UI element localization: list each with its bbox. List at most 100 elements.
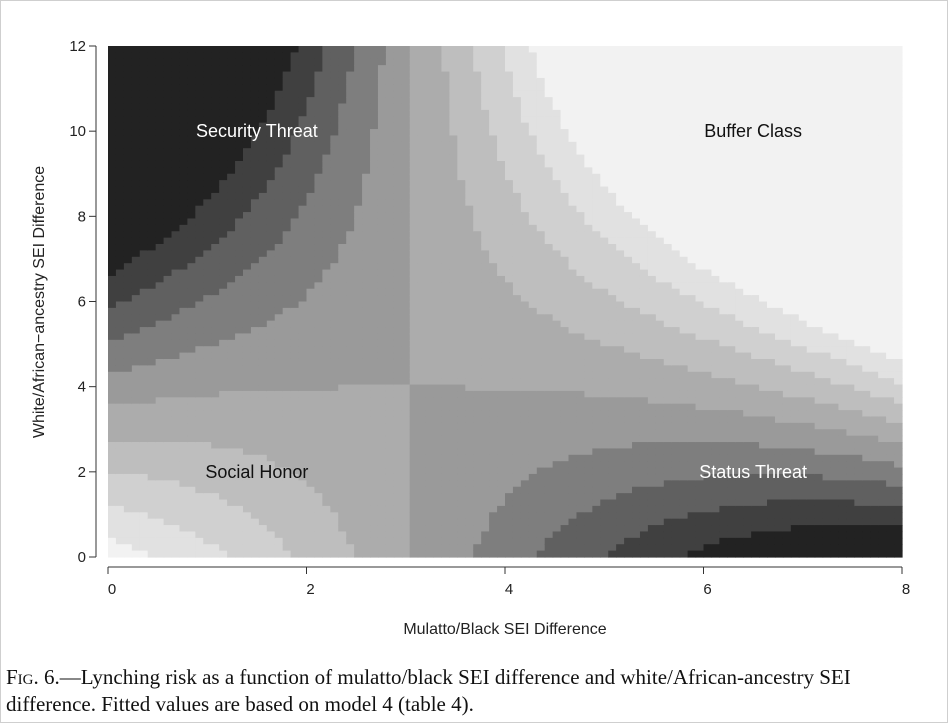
contour-cell [425, 256, 435, 264]
contour-cell [115, 237, 125, 245]
contour-cell [481, 461, 490, 469]
contour-cell [250, 46, 260, 53]
contour-cell [425, 505, 435, 513]
contour-cell [465, 141, 474, 149]
contour-cell [354, 352, 363, 360]
contour-cell [489, 46, 498, 53]
contour-cell [401, 116, 411, 124]
contour-cell [322, 480, 331, 488]
contour-cell [354, 224, 363, 232]
contour-cell [147, 339, 157, 347]
contour-cell [298, 148, 308, 156]
contour-cell [497, 473, 506, 481]
contour-cell [155, 65, 165, 73]
contour-cell [393, 199, 403, 207]
contour-cell [520, 435, 530, 443]
contour-cell [258, 90, 268, 98]
contour-cell [330, 205, 339, 213]
contour-cell [401, 525, 411, 533]
contour-cell [536, 358, 546, 366]
contour-cell [425, 84, 435, 92]
contour-cell [179, 461, 188, 469]
contour-cell [131, 218, 141, 226]
contour-cell [520, 544, 530, 552]
contour-cell [528, 116, 538, 124]
contour-cell [528, 486, 538, 494]
contour-cell [290, 397, 300, 405]
contour-cell [195, 461, 204, 469]
contour-cell [219, 212, 228, 220]
contour-cell [457, 486, 466, 494]
contour-cell [544, 416, 554, 424]
contour-cell [362, 231, 371, 239]
contour-cell [211, 473, 220, 481]
contour-cell [115, 154, 125, 162]
contour-cell [242, 218, 252, 226]
contour-cell [219, 77, 228, 85]
contour-cell [235, 256, 244, 264]
contour-cell [131, 212, 141, 220]
contour-cell [385, 244, 395, 251]
contour-cell [139, 288, 149, 296]
contour-cell [576, 371, 585, 379]
contour-cell [401, 129, 411, 137]
contour-cell [393, 358, 403, 366]
contour-cell [338, 512, 347, 520]
contour-cell [560, 71, 570, 79]
contour-cell [441, 422, 451, 430]
contour-cell [266, 410, 276, 418]
contour-cell [139, 301, 149, 309]
contour-cell [108, 116, 117, 124]
contour-cell [377, 275, 387, 283]
contour-cell [346, 397, 355, 405]
contour-cell [115, 148, 125, 156]
contour-cell [108, 84, 117, 92]
contour-cell [409, 544, 419, 552]
contour-cell [528, 167, 538, 175]
contour-cell [600, 167, 609, 175]
contour-cell [282, 461, 292, 469]
contour-cell [298, 244, 308, 251]
contour-cell [512, 244, 522, 251]
contour-cell [576, 224, 585, 232]
contour-cell [322, 397, 331, 405]
contour-cell [417, 454, 427, 462]
contour-cell [568, 512, 578, 520]
contour-cell [203, 410, 212, 418]
contour-cell [290, 90, 300, 98]
contour-cell [465, 97, 474, 105]
contour-cell [393, 486, 403, 494]
contour-cell [290, 141, 300, 149]
contour-cell [385, 327, 395, 335]
contour-cell [544, 173, 554, 181]
contour-cell [568, 135, 578, 143]
contour-cell [481, 250, 490, 258]
contour-cell [139, 263, 149, 271]
contour-cell [147, 295, 157, 303]
contour-cell [385, 97, 395, 105]
contour-cell [409, 122, 419, 130]
contour-cell [306, 435, 316, 443]
contour-cell [370, 429, 379, 437]
contour-cell [123, 148, 133, 156]
contour-cell [512, 320, 522, 328]
contour-cell [576, 97, 585, 105]
contour-cell [346, 58, 355, 66]
contour-cell [139, 410, 149, 418]
contour-cell [425, 429, 435, 437]
contour-cell [512, 256, 522, 264]
contour-cell [584, 288, 593, 296]
contour-cell [131, 288, 141, 296]
contour-cell [282, 218, 292, 226]
contour-cell [322, 333, 331, 341]
contour-cell [592, 454, 601, 462]
contour-cell [266, 160, 276, 168]
contour-cell [139, 65, 149, 73]
contour-cell [576, 301, 585, 309]
contour-cell [115, 493, 125, 501]
contour-cell [235, 109, 244, 117]
contour-cell [473, 454, 482, 462]
contour-cell [560, 531, 570, 539]
contour-cell [449, 505, 458, 513]
contour-cell [131, 224, 141, 232]
